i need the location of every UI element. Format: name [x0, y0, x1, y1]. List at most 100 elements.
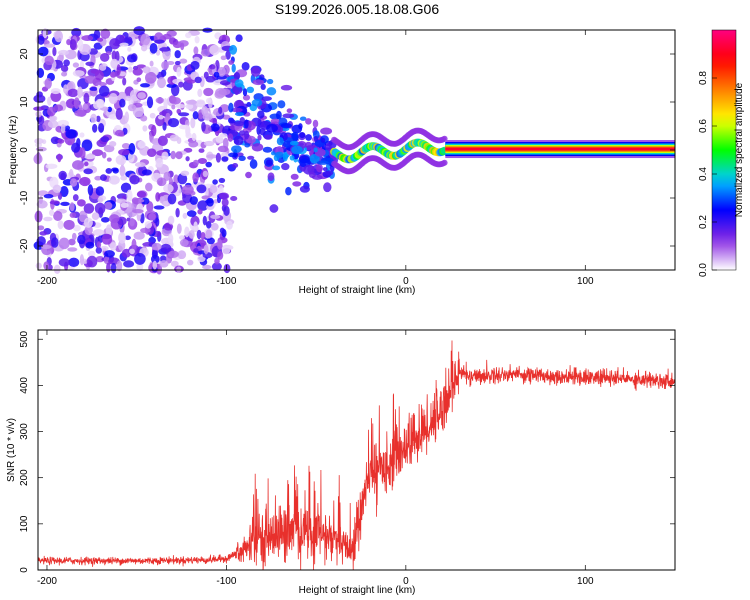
spectrogram-cell [320, 137, 326, 143]
spectrogram-cell [35, 110, 42, 118]
spectrogram-cell [216, 75, 228, 80]
spectrogram-cell [72, 62, 80, 68]
spectrogram-cell [79, 176, 91, 187]
spectrogram-cell [286, 108, 293, 114]
spectrogram-cell [155, 157, 164, 168]
spectrogram-heatmap [33, 26, 675, 275]
spectrogram-cell [201, 121, 206, 132]
spectrogram-cell [203, 71, 209, 79]
spectrogram-x-tick-label: 100 [577, 276, 594, 287]
spectrogram-cell [43, 261, 50, 270]
spectrogram-cell [182, 184, 194, 195]
spectrogram-cell [83, 217, 93, 228]
spectrogram-cell [59, 185, 69, 198]
spectrogram-cell [69, 212, 77, 218]
spectrogram-cell [156, 263, 163, 275]
spectrogram-cell [137, 92, 146, 100]
snr-x-tick-label: -100 [216, 576, 236, 587]
spectrogram-cell [167, 117, 180, 128]
spectrogram-cell [151, 124, 157, 137]
spectrogram-cell [120, 202, 129, 208]
spectrogram-cell [203, 87, 214, 97]
spectrogram-cell [196, 184, 207, 194]
spectrogram-cell [121, 143, 131, 149]
spectrogram-cell [35, 146, 47, 152]
spectrogram-cell [174, 60, 181, 66]
spectrogram-cell [218, 177, 226, 183]
spectrogram-cell [43, 216, 53, 222]
spectrogram-cell [257, 110, 265, 119]
spectrogram-x-axis-label: Height of straight line (km) [299, 285, 416, 296]
spectrogram-cell [145, 182, 153, 192]
spectrogram-cell [82, 103, 89, 110]
spectrogram-cell [110, 262, 117, 274]
spectrogram-cell [115, 154, 127, 166]
spectrogram-cell [209, 185, 218, 194]
spectrogram-cell [127, 152, 135, 163]
snr-x-tick-label: -200 [37, 576, 57, 587]
spectrogram-cell [270, 118, 280, 124]
spectrogram-cell [162, 33, 172, 40]
spectrogram-x-tick-label: -200 [37, 276, 57, 287]
spectrogram-cell [95, 255, 105, 263]
spectrogram-cell [91, 149, 104, 157]
spectrogram-y-tick-label: 20 [19, 48, 30, 60]
spectrogram-cell [259, 128, 266, 136]
spectrogram-cell [225, 50, 231, 60]
spectrogram-cell [177, 173, 188, 185]
snr-y-tick-label: 500 [19, 330, 30, 347]
spectrogram-cell [107, 106, 112, 113]
spectrogram-y-tick-label: 10 [19, 96, 30, 108]
spectrogram-cell [83, 153, 96, 160]
spectrogram-cell [166, 83, 177, 88]
spectrogram-cell [101, 216, 110, 223]
snr-x-tick-label: 0 [403, 576, 409, 587]
colorbar-tick-label: 0.6 [698, 119, 709, 133]
spectrogram-cell [77, 39, 84, 52]
spectrogram-cell [73, 224, 81, 232]
spectrogram-cell [47, 106, 56, 117]
spectrogram-cell [49, 115, 58, 122]
spectrogram-cell [72, 194, 79, 202]
spectrogram-cell [148, 212, 156, 221]
spectrogram-cell [71, 142, 81, 153]
snr-series-line [37, 340, 676, 571]
spectrogram-cell [100, 245, 109, 251]
spectrogram-cell [174, 50, 181, 59]
spectrogram-x-tick-label: 0 [403, 276, 409, 287]
spectrogram-cell [157, 115, 164, 120]
spectrogram-y-axis-label: Frequency (Hz) [8, 116, 19, 185]
spectrogram-cell [149, 60, 154, 67]
spectrogram-cell [60, 201, 70, 207]
spectrogram-cell [167, 233, 174, 244]
spectrogram-cell [206, 197, 214, 207]
spectrogram-cell [33, 94, 46, 103]
spectrogram-cell [291, 131, 299, 142]
spectrogram-cell [84, 225, 93, 236]
spectrogram-cell [120, 175, 128, 181]
spectrogram-cell [231, 107, 243, 113]
spectrogram-cell [157, 77, 166, 89]
spectrogram-cell [98, 122, 105, 133]
spectrogram-cell [146, 148, 157, 157]
spectrogram-cell [94, 202, 106, 215]
spectrogram-cell [123, 260, 135, 268]
spectrogram-cell [101, 233, 113, 245]
spectrogram-cell [189, 196, 198, 205]
spectrogram-cell [140, 197, 150, 205]
spectrogram-cell [196, 229, 202, 240]
spectrogram-cell [129, 217, 135, 227]
spectrogram-cell [118, 148, 130, 156]
spectrogram-cell [84, 75, 97, 84]
spectrogram-cell [58, 258, 71, 267]
spectrogram-cell [149, 42, 158, 54]
spectrogram-y-tick-label: -20 [19, 238, 30, 253]
spectrogram-cell [105, 167, 113, 174]
spectrogram-cell [228, 152, 239, 158]
spectrogram-cell [36, 236, 46, 247]
spectrogram-cell [127, 66, 133, 73]
spectrogram-cell [251, 143, 264, 152]
spectrogram-cell [36, 152, 42, 164]
spectrogram-cell [178, 81, 184, 88]
spectrogram-cell [163, 171, 171, 181]
